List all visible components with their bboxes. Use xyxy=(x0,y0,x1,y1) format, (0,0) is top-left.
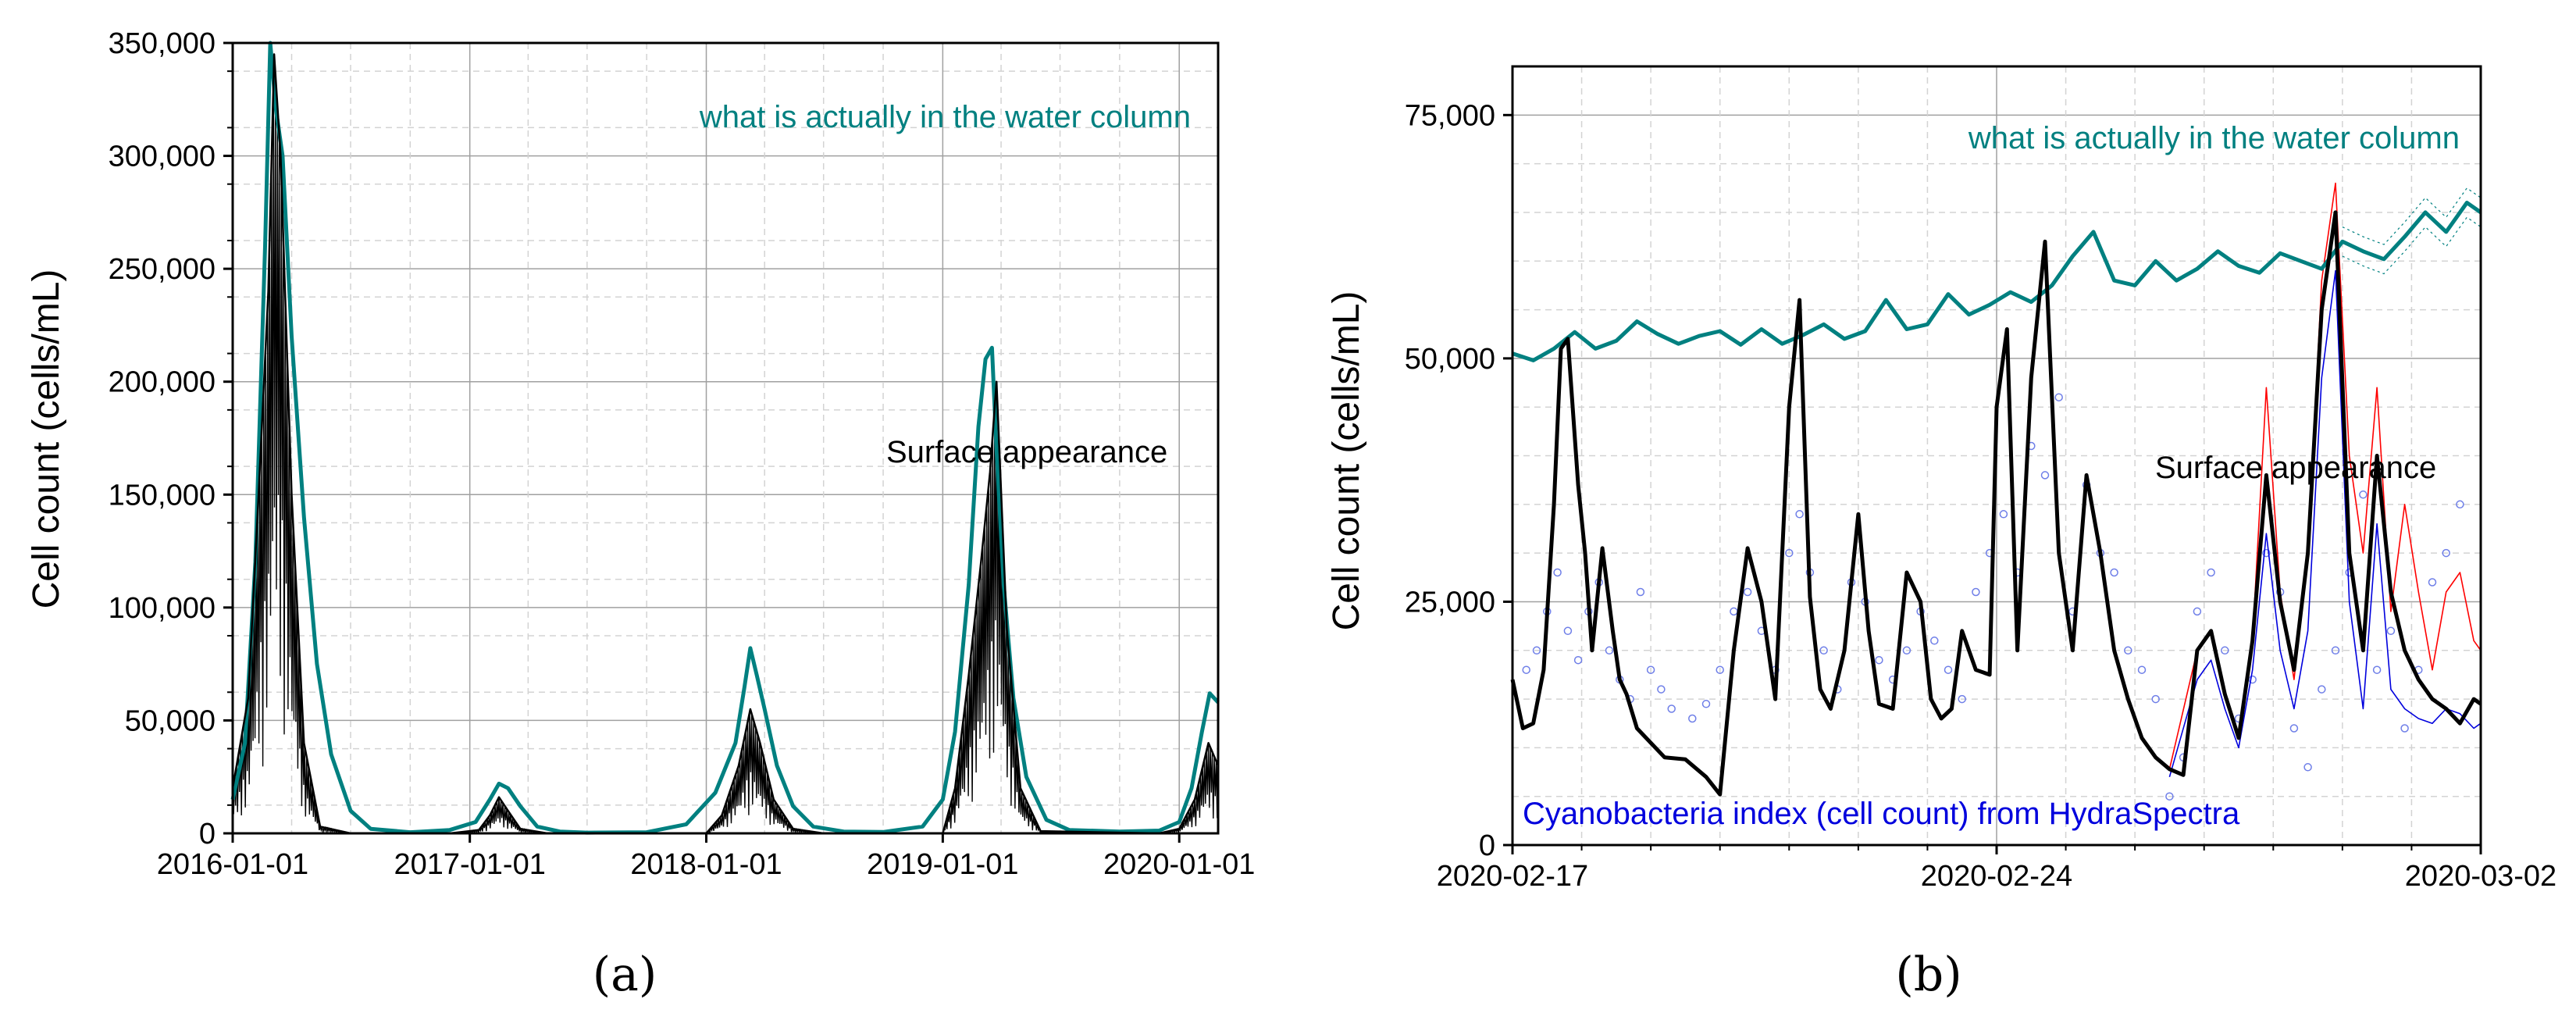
x-tick-label: 2020-02-17 xyxy=(1437,860,1588,893)
panel-b-chart: 0 25,000 50,000 75,000 2020-02-17 2020-02-24 2… xyxy=(1326,65,2556,1002)
hydraspectra-point xyxy=(2207,568,2215,577)
hydraspectra-point xyxy=(1636,587,1645,597)
panel-b-grid xyxy=(1512,66,2481,845)
hydraspectra-point xyxy=(2331,646,2340,655)
hydraspectra-point xyxy=(2110,568,2118,577)
x-tick-label: 2017-01-01 xyxy=(394,848,545,881)
hydraspectra-point xyxy=(2221,646,2229,655)
panel-b-y-axis-title: Cell count (cells/mL) xyxy=(1326,291,1367,631)
hydraspectra-point xyxy=(1563,626,1573,636)
y-tick-label: 350,000 xyxy=(109,27,216,60)
hydraspectra-point xyxy=(2428,578,2437,587)
series-water-column-envelope xyxy=(2342,187,2482,245)
panel-b-label: (b) xyxy=(1895,947,1961,1002)
hydraspectra-point xyxy=(1902,646,1912,655)
hydraspectra-point xyxy=(1743,587,1752,597)
panel-a-ticks: 0 50,000 100,000 150,000 200,000 250,000 300,0… xyxy=(109,27,1256,881)
hydraspectra-point xyxy=(2165,792,2174,801)
hydraspectra-point xyxy=(2359,490,2368,499)
x-tick-label: 2020-03-02 xyxy=(2405,860,2556,893)
hydraspectra-point xyxy=(2262,548,2271,558)
panel-b-annotation-surface: Surface appearance xyxy=(2155,451,2436,485)
hydraspectra-point xyxy=(1532,646,1541,655)
hydraspectra-point xyxy=(2040,471,2050,480)
hydraspectra-point xyxy=(1688,714,1697,723)
y-tick-label: 0 xyxy=(1479,829,1495,862)
hydraspectra-point xyxy=(1875,655,1883,665)
panel-a-annotation-water-column: what is actually in the water column xyxy=(699,100,1191,134)
x-tick-label: 2020-02-24 xyxy=(1921,860,2072,893)
series-blue-variant xyxy=(2168,269,2482,778)
panel-a-grid xyxy=(233,43,1218,833)
hydraspectra-point xyxy=(2248,675,2257,684)
hydraspectra-point xyxy=(1646,665,1655,674)
panel-a-y-axis-title: Cell count (cells/mL) xyxy=(26,269,67,609)
hydraspectra-point xyxy=(1716,665,1724,674)
series-surface-appearance xyxy=(231,53,1220,835)
hydraspectra-point xyxy=(1730,607,1738,616)
hydraspectra-point xyxy=(1972,587,1980,597)
x-tick-label: 2020-01-01 xyxy=(1103,848,1255,881)
y-tick-label: 200,000 xyxy=(109,366,216,399)
hydraspectra-point xyxy=(1553,568,1562,577)
hydraspectra-point xyxy=(2400,724,2409,733)
y-tick-label: 75,000 xyxy=(1405,99,1495,132)
hydraspectra-point xyxy=(2054,393,2063,401)
hydraspectra-point xyxy=(2386,626,2396,636)
hydraspectra-point xyxy=(2124,646,2132,655)
hydraspectra-point xyxy=(2372,665,2382,674)
x-tick-label: 2019-01-01 xyxy=(867,848,1018,881)
x-tick-label: 2018-01-01 xyxy=(630,848,782,881)
panel-a-label: (a) xyxy=(593,947,657,1002)
hydraspectra-point xyxy=(1701,700,1711,708)
hydraspectra-point xyxy=(1958,694,1966,704)
y-tick-label: 0 xyxy=(199,818,216,851)
hydraspectra-point xyxy=(2289,724,2299,733)
panel-a-frame xyxy=(231,41,1220,835)
x-tick-label: 2016-01-01 xyxy=(157,848,308,881)
hydraspectra-point xyxy=(2151,694,2160,704)
hydraspectra-point xyxy=(2303,763,2312,772)
panel-a-annotation-surface: Surface appearance xyxy=(886,435,1167,469)
panel-a-chart: 0 50,000 100,000 150,000 200,000 250,000 300,0… xyxy=(26,27,1255,1002)
hydraspectra-point xyxy=(2193,607,2202,616)
y-tick-label: 100,000 xyxy=(109,592,216,625)
hydraspectra-point xyxy=(1522,665,1530,674)
hydraspectra-point xyxy=(1657,685,1666,694)
hydraspectra-point xyxy=(2442,548,2450,558)
series-water-column xyxy=(1512,201,2482,362)
hydraspectra-point xyxy=(1667,704,1676,713)
y-tick-label: 50,000 xyxy=(125,704,216,737)
y-tick-label: 300,000 xyxy=(109,141,216,173)
hydraspectra-point xyxy=(1785,548,1794,558)
y-tick-label: 50,000 xyxy=(1405,343,1495,376)
panel-b-annotation-water-column: what is actually in the water column xyxy=(1968,121,2460,155)
panel-b-ticks: 0 25,000 50,000 75,000 2020-02-17 2020-02-24 2… xyxy=(1405,99,2556,893)
series-water-column-envelope xyxy=(2342,216,2482,275)
y-tick-label: 250,000 xyxy=(109,253,216,286)
panel-b-annotation-hydraspectra: Cyanobacteria index (cell count) from Hy… xyxy=(1523,797,2240,831)
panel-b-series xyxy=(1510,182,2482,801)
hydraspectra-point xyxy=(1930,637,1939,645)
hydraspectra-point xyxy=(1999,510,2008,519)
y-tick-label: 25,000 xyxy=(1405,586,1495,619)
hydraspectra-point xyxy=(1795,510,1804,519)
hydraspectra-point xyxy=(1944,665,1953,674)
hydraspectra-point xyxy=(2318,685,2326,694)
series-surface-appearance xyxy=(1510,210,2482,797)
hydraspectra-point xyxy=(1605,646,1614,655)
hydraspectra-point xyxy=(2456,500,2464,509)
hydraspectra-point xyxy=(1573,655,1583,665)
hydraspectra-point xyxy=(2137,665,2147,674)
hydraspectra-point xyxy=(1819,646,1828,655)
y-tick-label: 150,000 xyxy=(109,479,216,512)
series-water-column xyxy=(230,41,1220,835)
